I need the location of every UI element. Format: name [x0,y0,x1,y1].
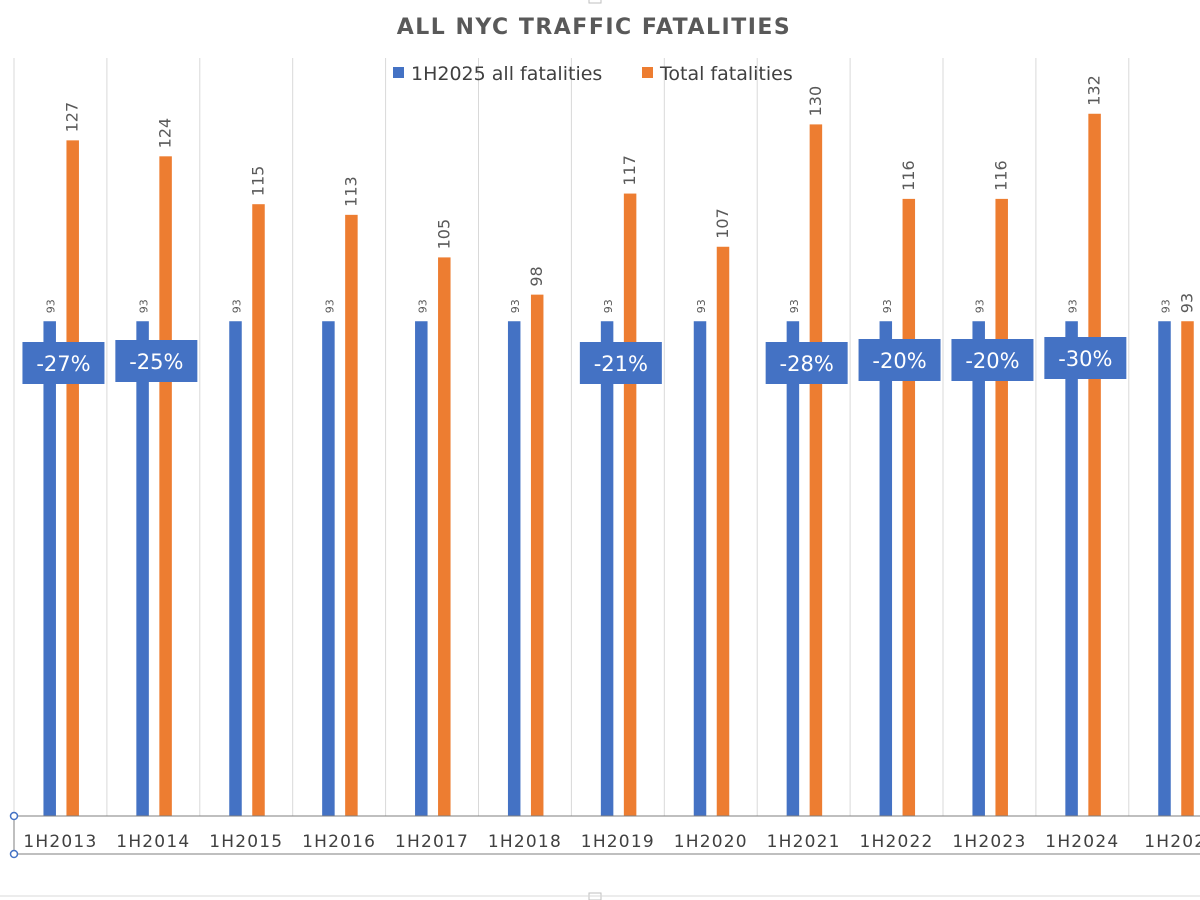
x-tick-label: 1H2023 [952,832,1026,852]
data-label-series-1-1H2017: 93 [416,299,429,313]
x-tick-label: 1H2019 [581,832,655,852]
x-tick-label: 1H2014 [116,832,190,852]
x-tick-label: 1H2022 [860,832,934,852]
data-label-series-2-1H2018: 98 [527,266,546,286]
data-label-series-2-1H2021: 130 [806,86,825,117]
bar-series-1-1H2020 [693,321,707,816]
x-tick-label: 1H2017 [395,832,469,852]
data-label-series-1-1H2019: 93 [602,299,615,313]
x-tick-label: 1H2021 [767,832,841,852]
data-label-series-2-1H2023: 116 [992,160,1011,191]
callout-label-1H2013: -27% [36,352,90,376]
bar-series-1-1H2018 [507,321,521,816]
data-label-series-2-1H2013: 127 [63,102,82,133]
bar-series-1-1H2013 [43,321,56,816]
bar-series-2-1H2019 [623,193,637,816]
data-label-series-1-1H2014: 93 [138,299,151,313]
x-tick-label: 1H2024 [1045,832,1119,852]
callout-box-1H2013 [22,342,105,384]
bar-series-2-1H2022 [902,198,916,816]
percent-change-callouts: -27% -25% -21% -28% -20% -20% -30% [22,337,1127,384]
callout-label-1H2024: -30% [1058,347,1112,371]
data-label-series-1-1H2013: 93 [45,299,58,313]
axis-selection-box [13,815,1200,855]
bar-series-1-1H2017 [415,321,428,816]
data-label-series-1-1H2015: 93 [231,299,244,313]
callout-box-1H2023 [951,339,1034,381]
bar-series-1-1H2019 [600,321,614,816]
x-tick-label: 1H2013 [23,832,97,852]
callout-label-1H2021: -28% [780,352,834,376]
callout-label-1H2019: -21% [594,352,648,376]
bar-series-1-1H2023 [972,321,985,816]
data-label-series-1-1H2024: 93 [1067,299,1080,313]
data-label-series-1-1H2020: 93 [695,299,708,313]
callout-box-1H2021 [765,342,848,384]
data-label-series-1-1H2022: 93 [881,299,894,313]
bars [43,113,1194,817]
bar-series-1-1H2016 [322,321,335,816]
legend-swatch-series-1 [393,67,404,78]
bar-series-2-1H2017 [438,257,451,816]
data-label-series-2-1H2022: 116 [899,160,918,191]
x-axis: 1H2013 1H2014 1H2015 1H2016 1H2017 1H2018 1H20… [9,811,1200,859]
x-tick-label: 1H2016 [302,832,376,852]
bar-series-1-1H2014 [136,321,149,816]
bar-series-2-1H2016 [345,214,358,817]
chart-title: ALL NYC TRAFFIC FATALITIES [397,15,792,40]
data-label-series-2-1H2019: 117 [620,155,639,186]
data-label-series-2-1H2025: 93 [1178,293,1197,313]
bar-series-1-1H2025 [1158,321,1171,816]
data-label-series-2-1H2014: 124 [156,118,175,149]
callout-label-1H2022: -20% [872,349,926,373]
bar-series-1-1H2015 [229,321,242,816]
bar-series-1-1H2021 [786,321,800,816]
legend-label-series-2: Total fatalities [659,63,793,85]
x-tick-label: 1H2020 [674,832,748,852]
gridlines [13,58,1130,816]
bar-series-2-1H2023 [995,198,1008,816]
x-tick-label: 1H2015 [209,832,283,852]
bar-series-2-1H2013 [66,140,79,817]
callout-label-1H2023: -20% [965,349,1019,373]
legend: 1H2025 all fatalities Total fatalities [393,63,793,85]
bar-series-2-1H2015 [252,204,265,816]
bar-series-2-1H2024 [1088,113,1101,816]
data-label-series-2-1H2016: 113 [341,176,360,207]
bar-series-2-1H2021 [809,124,823,816]
data-label-series-1-1H2025: 93 [1160,299,1173,313]
data-label-series-1-1H2023: 93 [974,299,987,313]
data-label-series-2-1H2015: 115 [249,166,268,197]
selection-handle-top[interactable] [9,811,19,821]
data-label-series-2-1H2020: 107 [713,208,732,239]
x-tick-label: 1H202 [1144,832,1200,852]
callout-box-1H2014 [115,340,198,382]
selection-handle-bottom[interactable] [9,849,19,859]
bar-series-2-1H2018 [530,294,544,816]
bar-series-1-1H2024 [1065,321,1078,816]
data-label-series-2-1H2024: 132 [1085,75,1104,106]
value-labels: 93 127 93 124 93 115 93 113 93 105 93 98 93 117 93 107 9… [45,75,1197,313]
bar-series-2-1H2020 [716,246,730,816]
data-label-series-1-1H2016: 93 [323,299,336,313]
bar-series-1-1H2022 [879,321,893,816]
callout-box-1H2022 [858,339,941,381]
data-label-series-1-1H2018: 93 [509,299,522,313]
data-label-series-2-1H2017: 105 [434,219,453,250]
legend-swatch-series-2 [642,67,653,78]
bar-series-2-1H2025 [1181,321,1194,816]
data-label-series-1-1H2021: 93 [788,299,801,313]
callout-box-1H2024 [1044,337,1127,379]
callout-label-1H2014: -25% [129,350,183,374]
bar-series-2-1H2014 [159,156,172,816]
legend-label-series-1: 1H2025 all fatalities [411,63,602,85]
callout-box-1H2019 [579,342,662,384]
x-tick-label: 1H2018 [488,832,562,852]
chart-area-top-handle[interactable] [588,0,602,4]
